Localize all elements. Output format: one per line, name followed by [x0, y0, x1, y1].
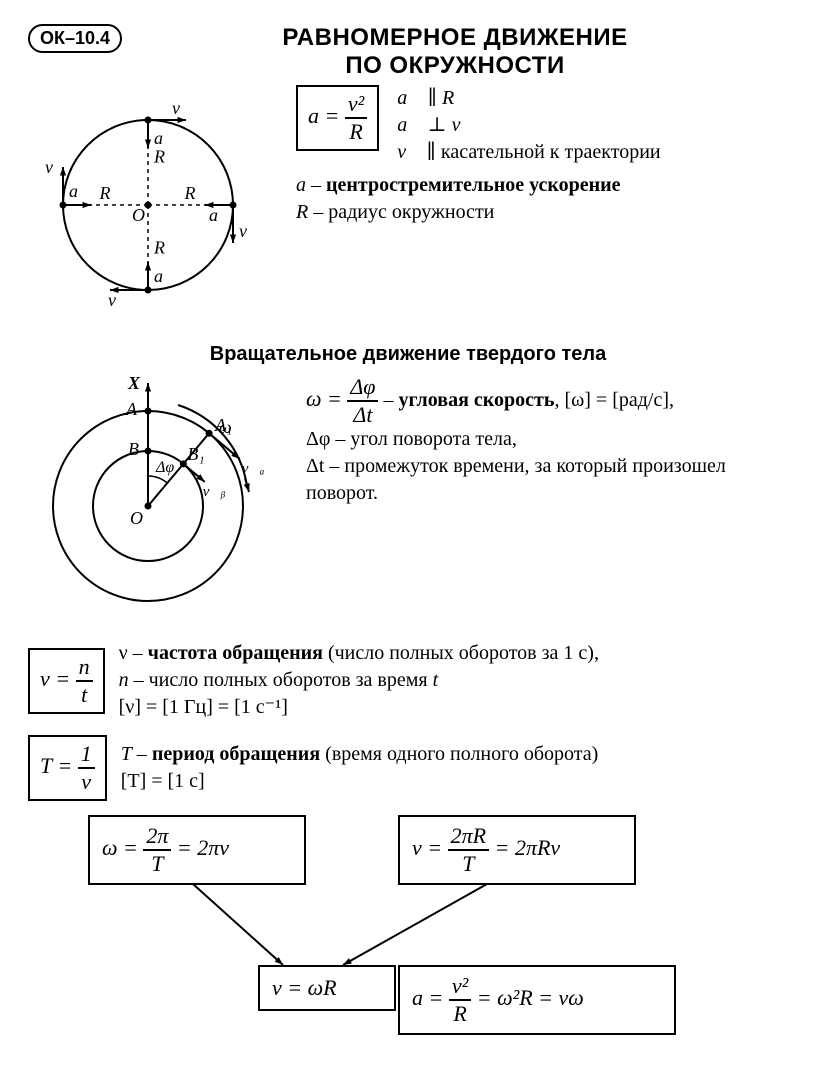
- svg-text:A: A: [125, 399, 138, 419]
- svg-text:v⃗: v⃗: [108, 290, 130, 310]
- svg-text:v⃗: v⃗: [45, 157, 67, 177]
- definition-R: R R – радиус окружности– радиус окружнос…: [296, 199, 788, 226]
- subtitle-rotation: Вращательное движение твердого тела: [28, 343, 788, 366]
- svg-text:B₁: B₁: [187, 444, 204, 464]
- svg-text:a⃗: a⃗: [154, 128, 177, 148]
- svg-text:R: R: [153, 147, 165, 167]
- box-vwr: v = ωR: [258, 965, 396, 1011]
- svg-text:X: X: [127, 376, 141, 393]
- svg-text:v⃗: v⃗: [172, 98, 194, 118]
- box-omega: ω = 2πT = 2πν: [88, 815, 306, 885]
- diagram-circle-av: a⃗v⃗a⃗v⃗a⃗v⃗a⃗v⃗RRRRO: [28, 85, 278, 325]
- svg-text:O: O: [132, 205, 145, 225]
- omega-definition: ω = ΔφΔt – угловая скорость, [ω] = [рад/…: [306, 376, 788, 426]
- vector-relations: a⃗ ∥ R a⃗ ⊥ v⃗ v⃗ ∥ касательной к траект…: [397, 85, 660, 166]
- diagram-rotation: XOABA₁B₁Δφωv⃗ₐv⃗ᵦ: [28, 376, 288, 626]
- formula-centripetal: a = v² R: [296, 85, 379, 151]
- formula-T: T = 1ν: [28, 735, 107, 801]
- box-a: a = v²R = ω²R = vω: [398, 965, 676, 1035]
- page-title: РАВНОМЕРНОЕ ДВИЖЕНИЕ ПО ОКРУЖНОСТИ: [122, 24, 788, 79]
- svg-text:v⃗ₐ: v⃗ₐ: [242, 461, 265, 477]
- svg-text:R: R: [153, 238, 165, 258]
- svg-text:B: B: [128, 439, 139, 459]
- svg-text:a⃗: a⃗: [209, 205, 232, 225]
- svg-text:R: R: [99, 183, 111, 203]
- svg-text:a⃗: a⃗: [154, 266, 177, 286]
- svg-text:a⃗: a⃗: [69, 181, 92, 201]
- box-v: v = 2πRT = 2πRν: [398, 815, 636, 885]
- badge: ОК–10.4: [28, 24, 122, 53]
- svg-text:v⃗ᵦ: v⃗ᵦ: [203, 484, 226, 500]
- svg-text:O: O: [130, 508, 143, 528]
- formula-nu: ν = nt: [28, 648, 105, 714]
- nu-definition: ν – частота обращения (число полных обор…: [119, 640, 599, 721]
- T-definition: T – период обращения (время одного полно…: [121, 741, 599, 795]
- dphi-definition: Δφ – угол поворота тела,: [306, 426, 788, 453]
- definition-a: a – центростремительное ускорение: [296, 172, 788, 199]
- svg-text:ω: ω: [219, 417, 232, 437]
- svg-text:Δφ: Δφ: [155, 459, 174, 476]
- formula-flow: ω = 2πT = 2πν v = 2πRT = 2πRν v = ωR a =…: [28, 815, 788, 1045]
- dt-definition: Δt – промежуток времени, за который прои…: [306, 453, 788, 507]
- svg-text:R: R: [184, 183, 196, 203]
- svg-text:v⃗: v⃗: [239, 221, 261, 241]
